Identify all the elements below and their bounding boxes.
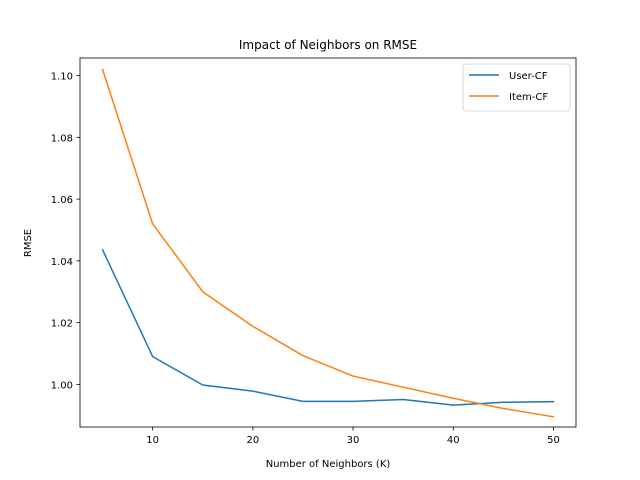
x-tick-label: 30 (347, 435, 360, 446)
y-tick-label: 1.08 (51, 133, 73, 144)
x-tick-label: 10 (146, 435, 159, 446)
legend-label-item-cf: Item-CF (509, 92, 548, 103)
x-tick-label: 20 (246, 435, 259, 446)
plot-frame (79, 57, 577, 428)
y-tick-label: 1.00 (51, 380, 73, 391)
y-tick-label: 1.04 (51, 257, 73, 268)
plot-area (79, 57, 577, 428)
legend: User-CF Item-CF (462, 63, 571, 112)
x-tick-label: 40 (447, 435, 460, 446)
series-group (101, 68, 555, 418)
y-tick-label: 1.10 (51, 72, 73, 83)
series-line-item-cf (101, 68, 555, 418)
x-axis-label: Number of Neighbors (K) (266, 459, 391, 470)
legend-label-user-cf: User-CF (509, 71, 548, 82)
y-axis: 1.00 1.02 1.04 1.06 1.08 1.10 (51, 72, 80, 391)
x-tick-label: 50 (547, 435, 560, 446)
chart-title: Impact of Neighbors on RMSE (239, 38, 417, 52)
x-axis: 10 20 30 40 50 (146, 427, 560, 446)
y-axis-label: RMSE (23, 229, 34, 257)
y-tick-label: 1.02 (51, 319, 73, 330)
y-tick-label: 1.06 (51, 195, 73, 206)
